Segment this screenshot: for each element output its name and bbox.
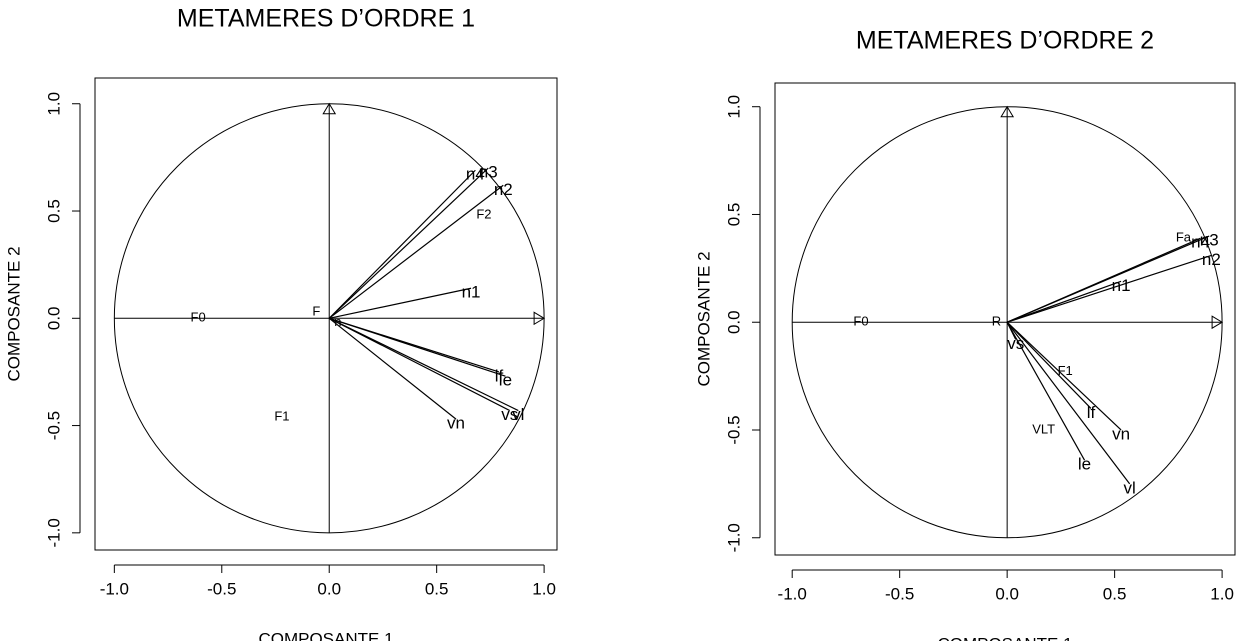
vector <box>328 184 504 319</box>
vector-label: n2 <box>1202 250 1221 269</box>
vector <box>1006 280 1122 323</box>
y-tick-label: 1.0 <box>44 92 63 116</box>
y-tick-label: 0.0 <box>44 306 63 330</box>
x-tick-label: 1.0 <box>1210 584 1234 603</box>
y-axis-label: COMPOSANTE 2 <box>4 246 23 381</box>
supplementary-label: F1 <box>1058 363 1073 378</box>
vector-label: lf <box>1087 403 1096 422</box>
vector-label: n1 <box>1112 276 1131 295</box>
vector-label: n4 <box>466 165 485 184</box>
vector-label: vl <box>1124 478 1136 497</box>
vector-label: vs <box>1007 334 1024 353</box>
vector <box>328 167 489 319</box>
y-tick-label: -0.5 <box>44 411 63 440</box>
x-tick-label: -0.5 <box>207 579 236 598</box>
vector <box>1006 321 1131 485</box>
plot-frame <box>94 77 558 551</box>
vector <box>1006 321 1092 409</box>
vector <box>328 317 519 412</box>
vector-label: lf <box>495 366 504 385</box>
supplementary-label: VLT <box>1032 421 1055 436</box>
vector-label: n1 <box>462 283 481 302</box>
x-axis-label: COMPOSANTE 1 <box>258 629 393 641</box>
plot-frame <box>774 82 1236 556</box>
reference-arrow <box>322 102 337 115</box>
vector <box>328 317 457 420</box>
y-tick-label: 1.0 <box>724 95 743 119</box>
vector-label: vl <box>512 405 524 424</box>
y-axis-label: COMPOSANTE 2 <box>694 251 713 386</box>
vector-label: n2 <box>494 180 513 199</box>
y-tick-label: 0.0 <box>724 310 743 334</box>
supplementary-label: F <box>312 303 320 318</box>
y-tick-label: -1.0 <box>44 518 63 547</box>
x-tick-label: 0.5 <box>425 579 449 598</box>
y-tick-label: 0.5 <box>724 203 743 227</box>
vector <box>328 317 510 412</box>
vector-label: vn <box>447 414 465 433</box>
supplementary-label: Fa <box>1176 230 1192 245</box>
supplementary-label: F1 <box>274 408 289 423</box>
vector-label: n3 <box>479 163 498 182</box>
supplementary-label: n <box>334 314 341 329</box>
vector-label: n3 <box>1200 231 1219 250</box>
vector <box>329 317 506 377</box>
x-tick-label: -1.0 <box>778 584 807 603</box>
vector <box>1006 235 1210 323</box>
x-tick-label: -0.5 <box>885 584 914 603</box>
reference-arrow <box>1211 315 1224 330</box>
supplementary-label: F0 <box>191 310 206 325</box>
x-tick-label: 0.5 <box>1103 584 1127 603</box>
vector-label: le <box>499 371 512 390</box>
x-tick-label: 0.0 <box>995 584 1019 603</box>
y-tick-label: -0.5 <box>724 415 743 444</box>
vector-label: vn <box>1112 424 1130 443</box>
vector-label: le <box>1078 455 1091 474</box>
x-tick-label: -1.0 <box>100 579 129 598</box>
vector <box>328 169 476 319</box>
vector <box>1006 254 1212 323</box>
vector <box>1006 321 1122 431</box>
supplementary-label: F0 <box>853 314 868 329</box>
chart-title: METAMERES D’ORDRE 1 <box>177 5 475 33</box>
chart-title: METAMERES D’ORDRE 2 <box>856 27 1154 55</box>
x-axis-label: COMPOSANTE 1 <box>937 634 1072 641</box>
vector <box>329 287 472 319</box>
reference-arrow <box>1000 105 1015 118</box>
x-tick-label: 0.0 <box>317 579 341 598</box>
vector <box>1006 321 1017 340</box>
x-tick-label: 1.0 <box>532 579 556 598</box>
supplementary-label: F2 <box>476 207 491 222</box>
y-tick-label: -1.0 <box>724 523 743 552</box>
vector-label: vs <box>501 405 518 424</box>
reference-arrow <box>533 311 546 326</box>
vector <box>1006 321 1086 461</box>
y-tick-label: 0.5 <box>44 199 63 223</box>
supplementary-label: R <box>992 314 1001 329</box>
